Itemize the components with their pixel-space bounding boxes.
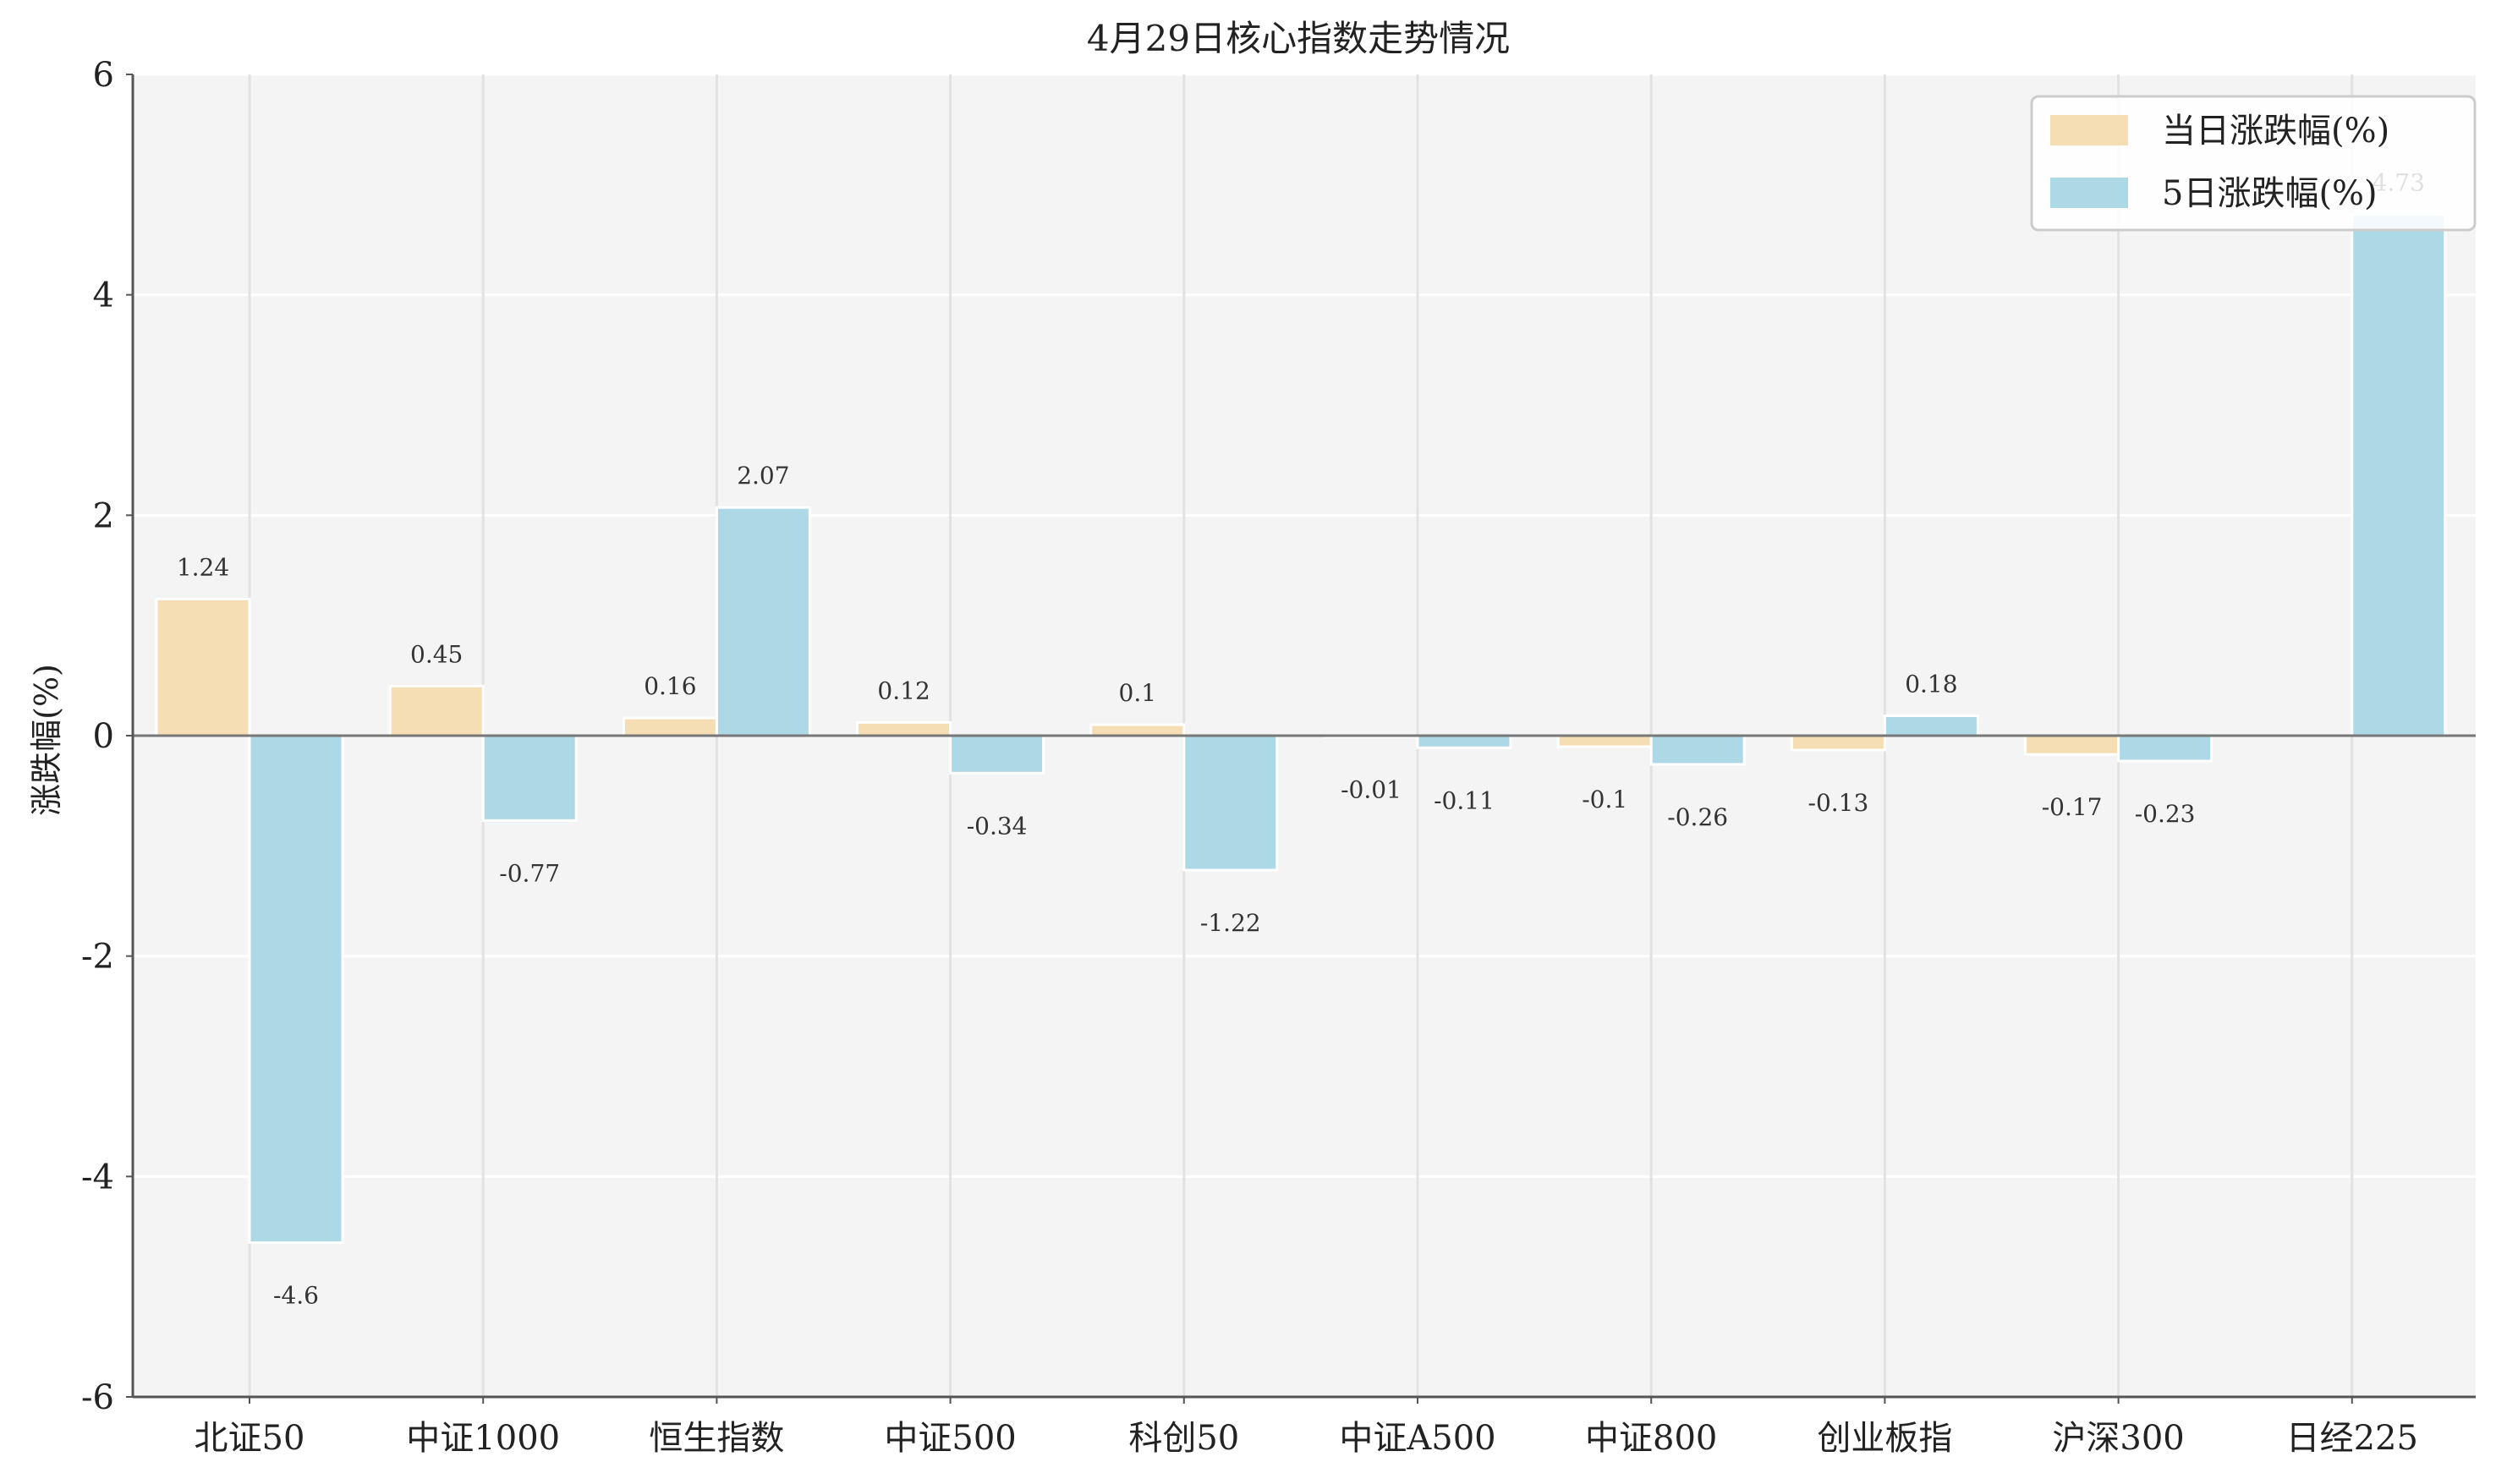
legend-label: 当日涨跌幅(%) bbox=[2162, 112, 2389, 151]
y-tick-label: -6 bbox=[81, 1378, 114, 1417]
bar bbox=[715, 506, 811, 737]
x-tick-label: 中证A500 bbox=[1339, 1419, 1495, 1458]
data-label: 1.24 bbox=[177, 553, 229, 581]
x-tick-label: 北证50 bbox=[195, 1419, 305, 1458]
data-label: -0.34 bbox=[967, 812, 1028, 840]
data-label: -0.23 bbox=[2135, 800, 2196, 828]
data-label: -0.01 bbox=[1341, 775, 1402, 803]
x-tick-label: 中证500 bbox=[884, 1419, 1016, 1458]
x-tick-label: 中证800 bbox=[1585, 1419, 1717, 1458]
data-label: 0.45 bbox=[410, 640, 463, 668]
x-tick-label: 日经225 bbox=[2286, 1419, 2418, 1458]
bar bbox=[1182, 734, 1279, 872]
data-label: -4.6 bbox=[273, 1282, 319, 1310]
x-tick-label: 沪深300 bbox=[2052, 1419, 2184, 1458]
bar bbox=[1556, 734, 1653, 748]
bar bbox=[1883, 715, 1979, 737]
bar bbox=[949, 734, 1045, 775]
data-label: -0.17 bbox=[2042, 793, 2103, 821]
x-tick-label: 创业板指 bbox=[1817, 1419, 1952, 1458]
y-tick-label: 6 bbox=[93, 56, 114, 95]
legend-swatch bbox=[2050, 115, 2128, 145]
bar bbox=[481, 734, 578, 822]
data-label: -1.22 bbox=[1200, 909, 1261, 937]
y-tick-label: 2 bbox=[93, 496, 114, 535]
legend-label: 5日涨跌幅(%) bbox=[2162, 174, 2378, 213]
data-label: 0.1 bbox=[1119, 679, 1157, 707]
data-label: -0.13 bbox=[1808, 789, 1868, 817]
y-tick-label: 0 bbox=[93, 717, 114, 756]
y-tick-label: -2 bbox=[81, 938, 114, 977]
x-tick-label: 科创50 bbox=[1128, 1419, 1239, 1458]
x-tick-label: 中证1000 bbox=[406, 1419, 560, 1458]
legend-box bbox=[2030, 95, 2477, 232]
data-label: 0.16 bbox=[644, 672, 696, 700]
data-label: 2.07 bbox=[737, 462, 789, 490]
bar bbox=[155, 597, 251, 737]
bar bbox=[248, 734, 344, 1245]
bar bbox=[622, 716, 718, 737]
bar bbox=[2351, 213, 2447, 737]
x-tick-label: 恒生指数 bbox=[649, 1419, 784, 1458]
data-label: 0.12 bbox=[877, 676, 930, 704]
legend-swatch bbox=[2050, 178, 2128, 208]
y-axis-label: 涨跌幅(%) bbox=[28, 664, 65, 816]
y-tick-label: -4 bbox=[81, 1158, 114, 1197]
bar bbox=[856, 720, 952, 737]
bar bbox=[1416, 734, 1512, 749]
bar bbox=[388, 684, 485, 737]
bar bbox=[1649, 734, 1746, 766]
bar bbox=[2117, 734, 2213, 763]
bar bbox=[2024, 734, 2120, 756]
data-label: -0.77 bbox=[499, 859, 560, 887]
chart-title: 4月29日核心指数走势情况 bbox=[1087, 18, 1510, 59]
y-tick-label: 4 bbox=[93, 277, 114, 315]
data-label: -0.26 bbox=[1667, 803, 1728, 831]
bar bbox=[1089, 723, 1186, 737]
data-label: -0.1 bbox=[1582, 786, 1627, 813]
data-label: -0.11 bbox=[1434, 786, 1495, 814]
bar bbox=[1790, 734, 1886, 752]
data-label: 0.18 bbox=[1905, 671, 1957, 698]
